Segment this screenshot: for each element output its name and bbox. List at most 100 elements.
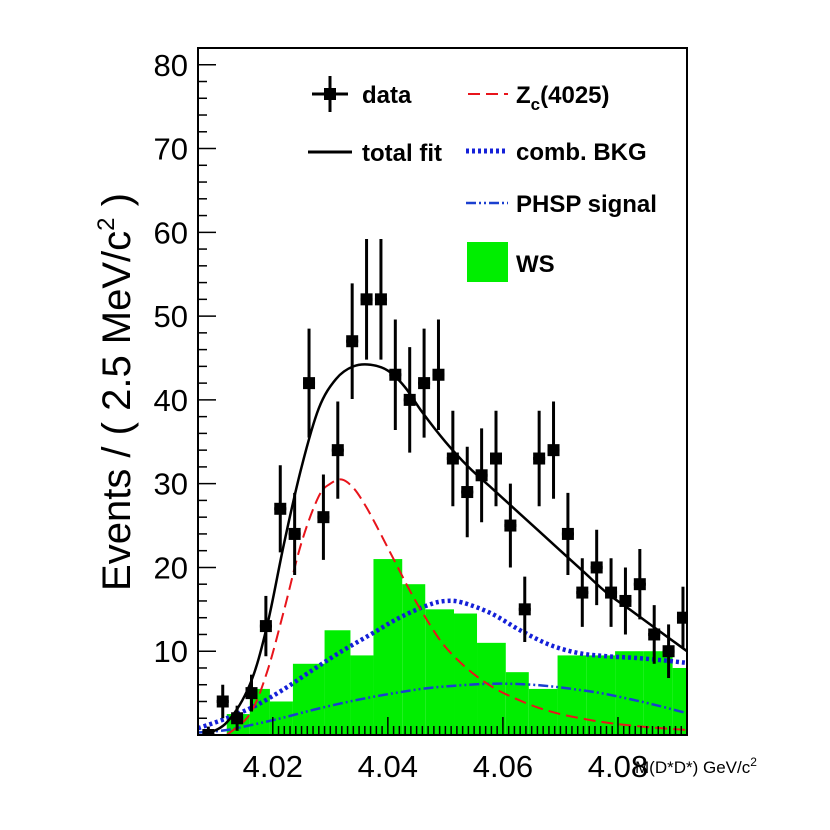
data-point-marker xyxy=(461,486,474,499)
legend-ws-swatch xyxy=(467,242,508,282)
data-point-marker xyxy=(317,511,330,524)
data-point-marker xyxy=(619,594,632,607)
data-point xyxy=(633,549,646,620)
data-point xyxy=(446,410,459,507)
ws-bar-10 xyxy=(454,613,478,735)
data-point xyxy=(547,401,560,499)
legend-data-marker xyxy=(324,88,336,100)
ws-bar-11 xyxy=(477,642,506,735)
legend-entry-zc: Zc(4025) xyxy=(468,82,610,114)
data-point-marker xyxy=(720,654,732,666)
data-point xyxy=(216,684,229,719)
legend-entry-phsp: PHSP signal xyxy=(466,191,657,218)
x-axis-title-sup: 2 xyxy=(750,755,757,769)
data-point xyxy=(274,465,287,553)
x-tick-label: 4.08 xyxy=(588,749,648,784)
data-point-marker xyxy=(303,377,316,390)
data-point xyxy=(590,529,603,606)
data-point-marker xyxy=(518,603,531,616)
data-point-marker xyxy=(331,444,344,457)
data-point-marker xyxy=(561,527,574,540)
data-point xyxy=(418,328,431,438)
y-tick-label: 80 xyxy=(154,48,188,83)
data-point xyxy=(533,410,546,507)
data-point-marker xyxy=(216,695,229,708)
data-point xyxy=(288,492,301,575)
data-point-marker xyxy=(490,452,503,465)
ws-bar-12 xyxy=(505,672,529,735)
ws-bar-14 xyxy=(557,655,587,735)
data-point-marker xyxy=(288,527,301,540)
y-tick-label: 10 xyxy=(154,634,188,669)
zc-4025-curve xyxy=(226,478,687,735)
data-point xyxy=(231,705,244,731)
ws-bar-6 xyxy=(350,655,374,735)
data-point xyxy=(346,283,359,400)
data-point-marker xyxy=(446,452,459,465)
data-point-marker xyxy=(533,452,546,465)
legend: data total fit Zc(4025) comb. BKG PHSP s… xyxy=(308,76,657,282)
data-point xyxy=(360,239,373,360)
y-tick-label: 20 xyxy=(154,550,188,585)
y-axis-title-main: Events / ( 2.5 MeV/c xyxy=(95,231,139,591)
ws-histogram xyxy=(226,559,687,735)
data-point-marker xyxy=(418,377,431,390)
data-point xyxy=(245,674,258,712)
data-point xyxy=(518,576,531,643)
data-point-marker xyxy=(432,368,445,381)
data-point-marker xyxy=(662,645,675,658)
data-point-marker xyxy=(231,712,244,725)
data-point xyxy=(202,726,215,735)
y-tick-label: 40 xyxy=(154,383,188,418)
data-point xyxy=(259,595,272,657)
y-axis-ticks: 10 20 30 40 50 60 70 80 xyxy=(154,48,216,719)
x-axis-ticks: 4.02 4.04 4.06 4.08 xyxy=(243,717,688,784)
data-point xyxy=(561,492,574,575)
y-tick-label: 50 xyxy=(154,299,188,334)
comb-bkg-curve xyxy=(198,598,687,731)
ws-bar-8 xyxy=(402,584,426,735)
data-point xyxy=(303,328,316,438)
data-point-marker xyxy=(547,444,560,457)
y-tick-label: 70 xyxy=(154,132,188,167)
x-axis-title: M(D*D*) GeV/c2 xyxy=(635,755,757,777)
ws-bar-9 xyxy=(425,609,455,735)
legend-ws-label: WS xyxy=(516,251,555,278)
data-point-marker xyxy=(504,519,517,532)
data-point-marker xyxy=(403,393,416,406)
ws-bar-16 xyxy=(615,651,644,735)
data-point-marker xyxy=(633,578,646,591)
data-point xyxy=(432,319,445,431)
data-point xyxy=(475,428,488,523)
data-point-marker xyxy=(590,561,603,574)
data-point xyxy=(317,474,330,560)
y-tick-label: 30 xyxy=(154,467,188,502)
data-point xyxy=(461,446,474,538)
ws-bar-7 xyxy=(373,559,403,735)
ws-bar-4 xyxy=(292,663,325,735)
legend-zc-main: Z xyxy=(516,82,531,109)
legend-total-fit-label: total fit xyxy=(362,140,442,167)
x-axis-title-main: M(D*D*) GeV/c xyxy=(635,758,751,777)
data-point xyxy=(662,624,675,679)
data-point xyxy=(389,319,402,431)
data-point-marker xyxy=(676,611,687,624)
data-point xyxy=(331,401,344,499)
data-point xyxy=(648,605,661,664)
y-axis-title-close: ) xyxy=(95,193,139,217)
data-point-marker xyxy=(691,637,703,649)
data-point-marker xyxy=(274,502,287,515)
data-point xyxy=(374,239,387,360)
data-point xyxy=(706,645,718,692)
phsp-signal-curve xyxy=(198,682,687,734)
legend-entry-ws: WS xyxy=(467,242,555,282)
data-points xyxy=(202,239,732,735)
legend-entry-data: data xyxy=(312,76,412,112)
data-point-marker xyxy=(389,368,402,381)
data-point-marker xyxy=(202,729,215,735)
data-point xyxy=(720,634,732,684)
data-point xyxy=(504,483,517,568)
ws-bar-18 xyxy=(672,667,687,735)
data-point-marker xyxy=(360,293,373,306)
ws-bar-3 xyxy=(269,701,293,735)
